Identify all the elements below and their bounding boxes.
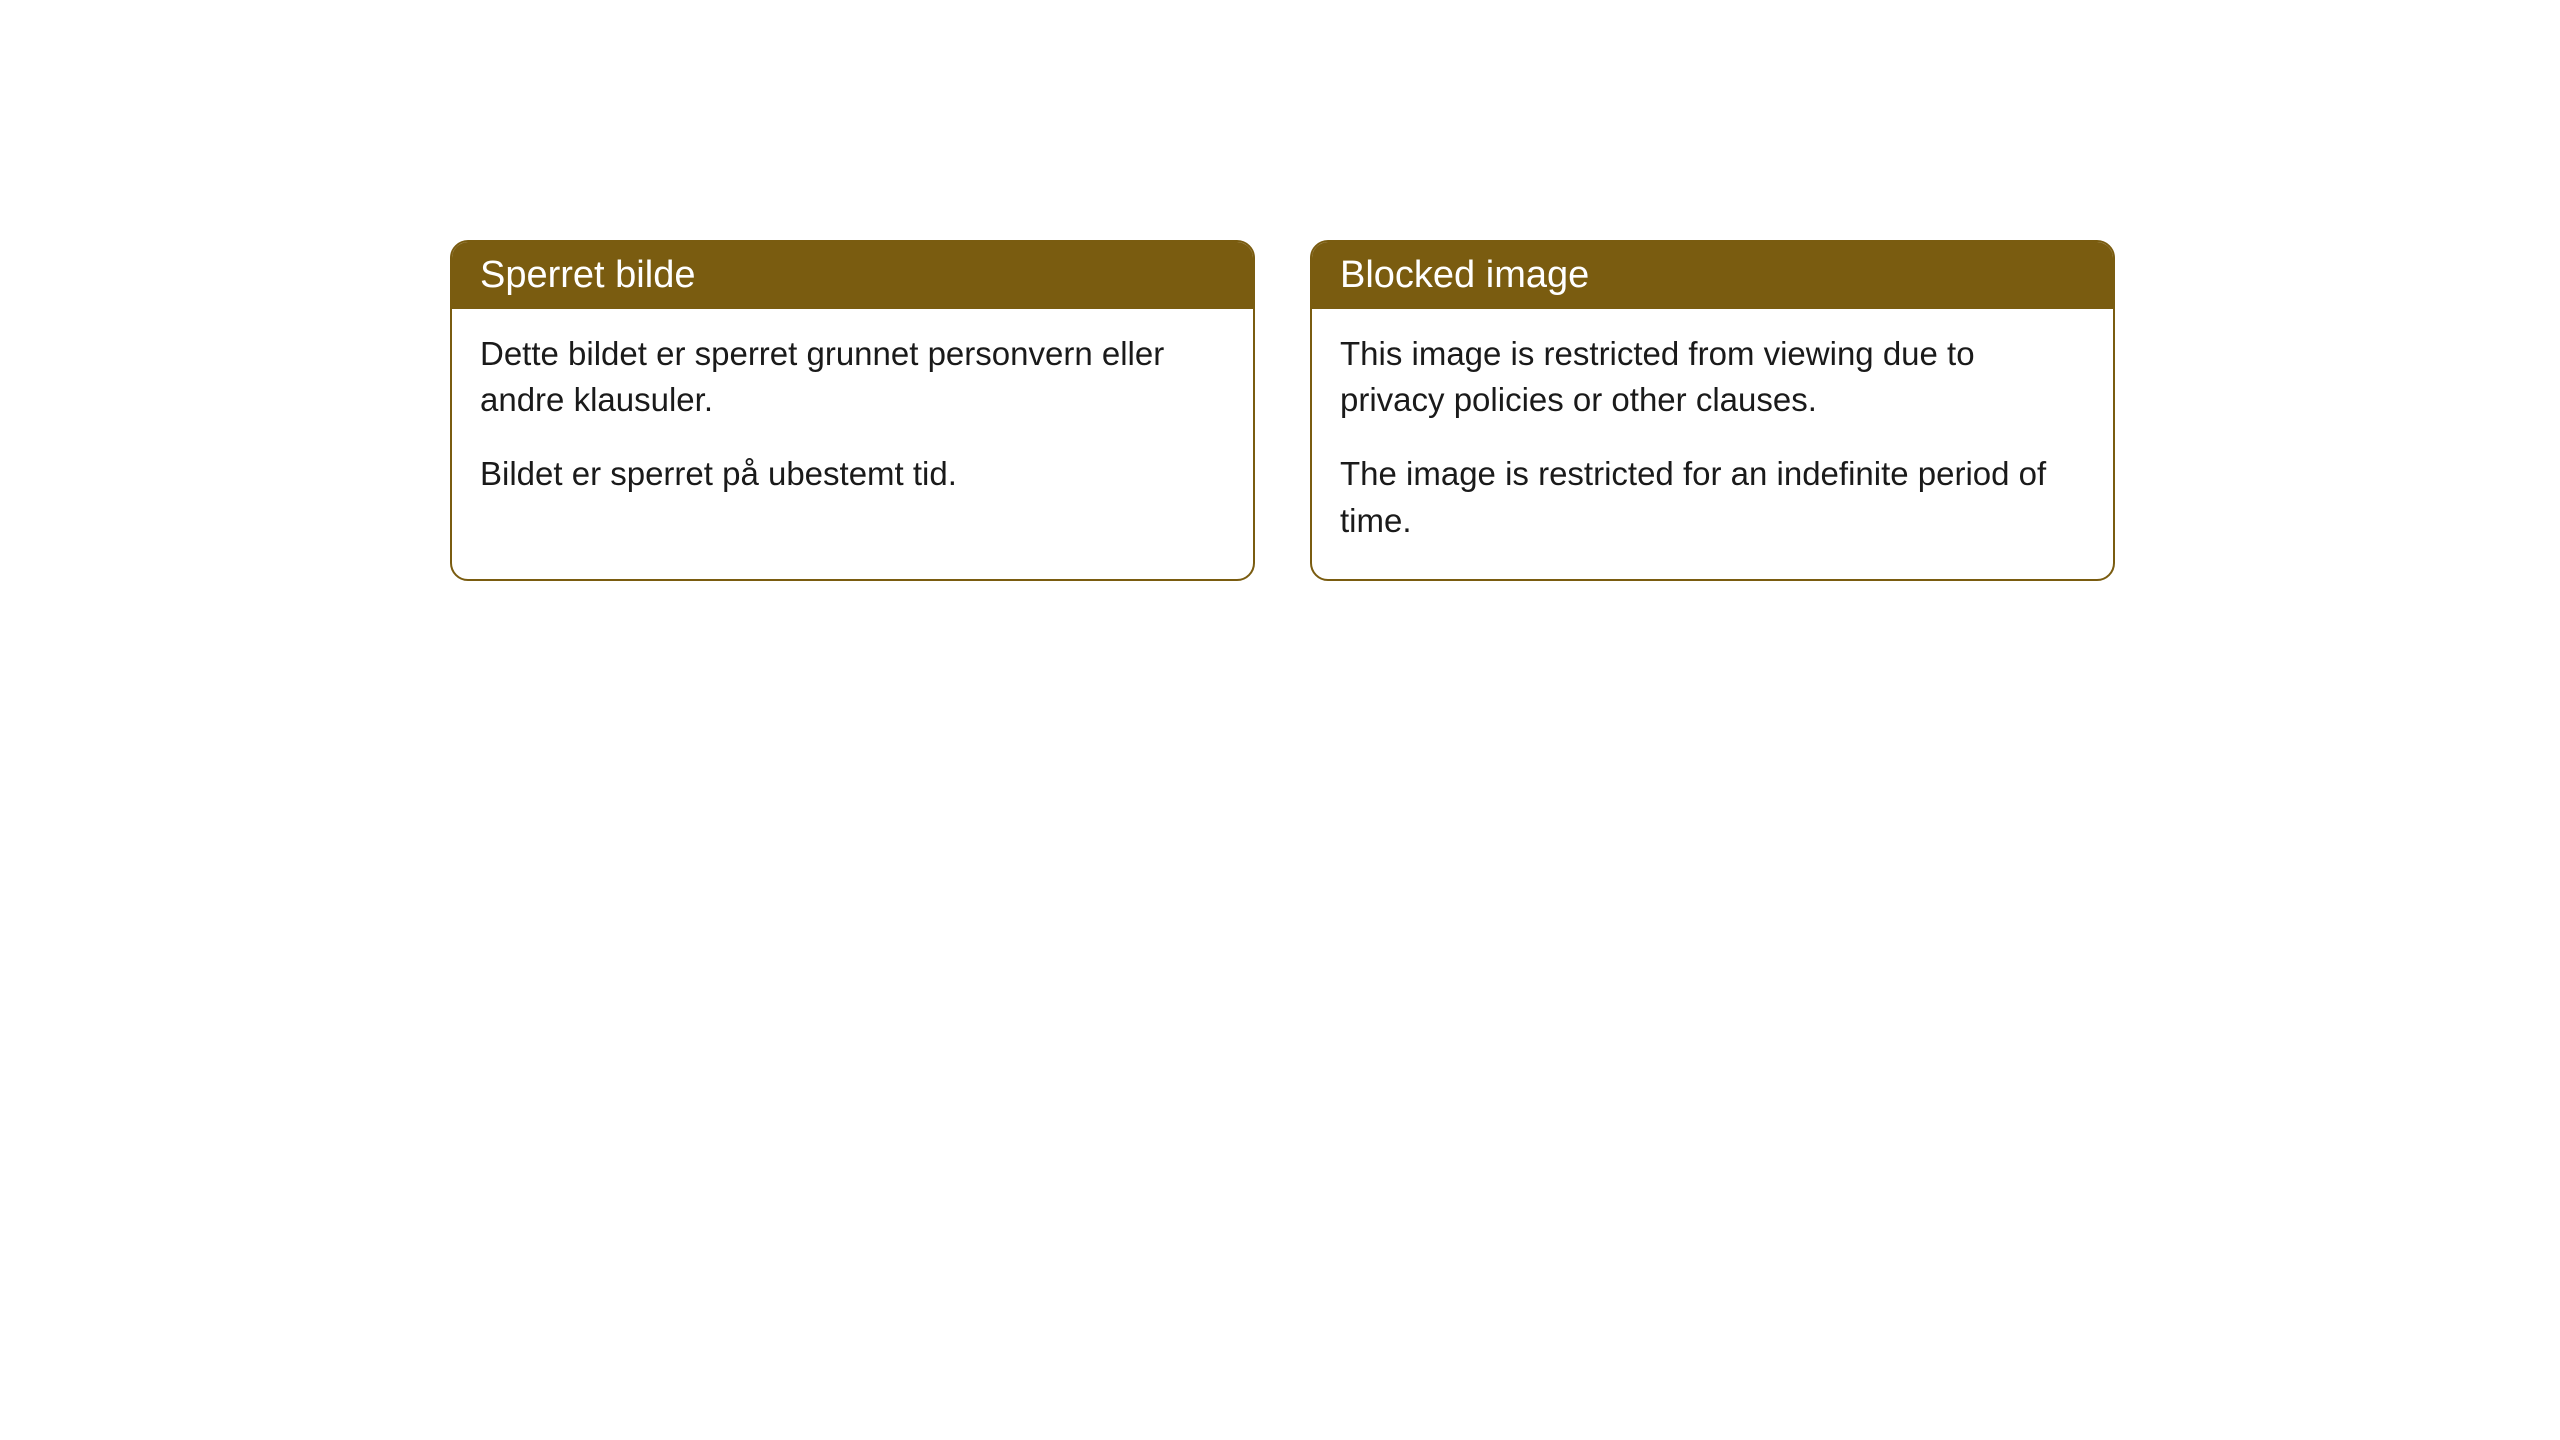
card-body-english: This image is restricted from viewing du… <box>1312 309 2113 579</box>
blocked-image-card-norwegian: Sperret bilde Dette bildet er sperret gr… <box>450 240 1255 581</box>
card-text-paragraph-2: Bildet er sperret på ubestemt tid. <box>480 451 1225 497</box>
card-text-paragraph-1: Dette bildet er sperret grunnet personve… <box>480 331 1225 423</box>
card-body-norwegian: Dette bildet er sperret grunnet personve… <box>452 309 1253 533</box>
card-header-norwegian: Sperret bilde <box>452 242 1253 309</box>
card-header-english: Blocked image <box>1312 242 2113 309</box>
card-text-paragraph-2: The image is restricted for an indefinit… <box>1340 451 2085 543</box>
blocked-image-card-english: Blocked image This image is restricted f… <box>1310 240 2115 581</box>
cards-container: Sperret bilde Dette bildet er sperret gr… <box>450 240 2560 581</box>
card-text-paragraph-1: This image is restricted from viewing du… <box>1340 331 2085 423</box>
